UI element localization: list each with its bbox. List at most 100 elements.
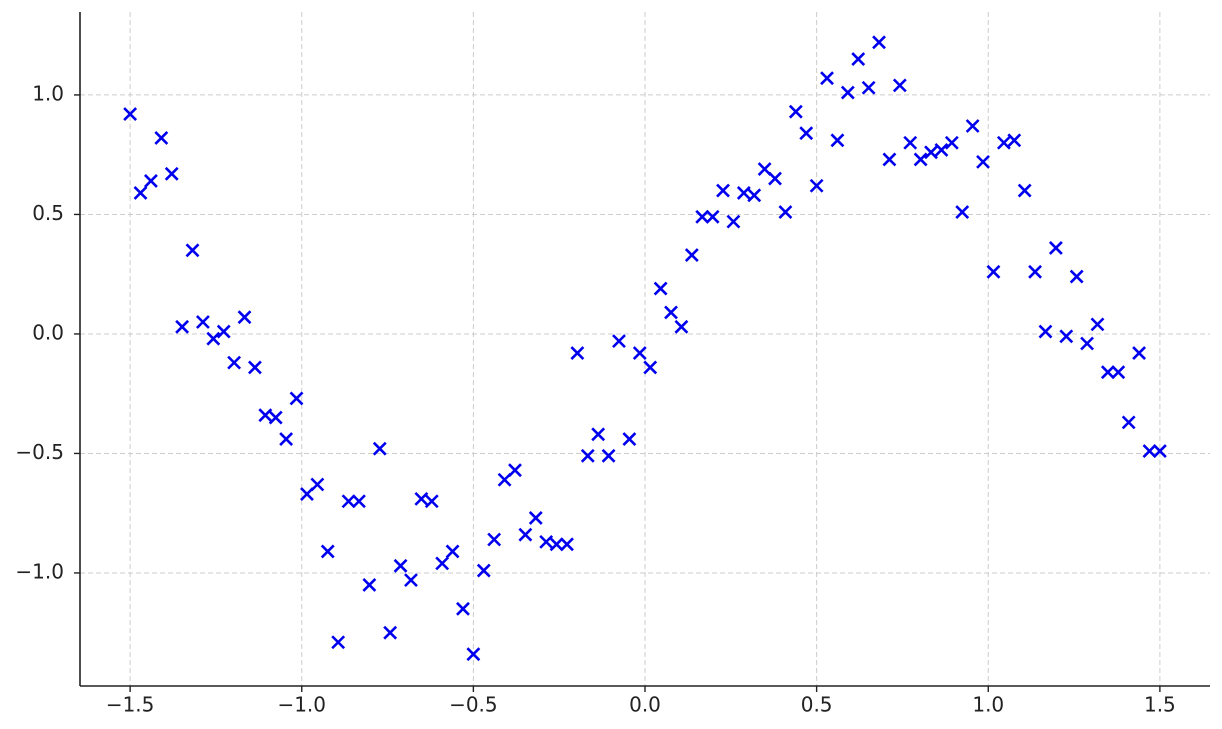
point xyxy=(716,183,730,198)
point xyxy=(1048,240,1063,255)
point xyxy=(903,135,918,150)
point xyxy=(279,432,294,447)
point xyxy=(1059,329,1074,344)
point xyxy=(1121,415,1136,430)
point xyxy=(1100,365,1115,380)
point xyxy=(331,635,346,650)
x-tick-label: 1.5 xyxy=(1144,693,1176,717)
point xyxy=(684,248,699,262)
point xyxy=(456,601,470,616)
point xyxy=(695,209,710,224)
point xyxy=(913,152,928,167)
point xyxy=(882,152,897,167)
y-tick-label: 1.0 xyxy=(32,81,64,105)
point xyxy=(185,243,200,258)
point xyxy=(404,573,418,588)
point xyxy=(206,331,221,346)
point xyxy=(1007,133,1022,148)
point xyxy=(1090,317,1105,332)
point xyxy=(851,52,866,67)
point xyxy=(528,511,543,525)
point xyxy=(154,131,169,145)
point xyxy=(643,360,658,375)
point xyxy=(632,346,647,360)
point xyxy=(705,209,720,224)
point xyxy=(580,448,595,463)
point xyxy=(601,448,616,463)
x-tick-label: 0.5 xyxy=(801,693,833,717)
point xyxy=(414,491,429,506)
point xyxy=(955,205,970,219)
point xyxy=(861,80,876,95)
point xyxy=(268,410,283,425)
point xyxy=(1111,365,1126,380)
point xyxy=(726,214,741,229)
point xyxy=(508,463,522,478)
x-tick-label: −0.5 xyxy=(449,693,498,717)
y-tick-label: 0.5 xyxy=(32,201,64,225)
y-tick-label: −0.5 xyxy=(15,440,64,464)
point xyxy=(518,527,533,542)
point xyxy=(820,71,834,86)
point xyxy=(227,355,242,370)
point xyxy=(539,534,554,549)
point xyxy=(175,319,190,334)
x-tick-label: −1.5 xyxy=(106,693,155,717)
point xyxy=(248,360,262,375)
point xyxy=(237,310,252,325)
point xyxy=(372,441,387,456)
y-tick-label: −1.0 xyxy=(15,559,64,583)
point xyxy=(830,133,845,148)
point xyxy=(1017,183,1032,198)
point xyxy=(362,577,377,592)
point xyxy=(435,556,450,571)
point xyxy=(872,35,886,50)
point xyxy=(196,315,210,329)
x-tick-label: 1.0 xyxy=(972,693,1004,717)
point xyxy=(1038,324,1053,339)
point xyxy=(164,166,179,181)
point xyxy=(591,427,606,442)
point xyxy=(976,154,990,169)
point xyxy=(778,205,793,219)
point xyxy=(674,319,689,334)
point xyxy=(133,186,148,200)
point xyxy=(840,85,855,100)
point xyxy=(664,305,678,320)
point xyxy=(612,334,626,349)
point xyxy=(289,391,304,406)
point xyxy=(320,544,335,559)
point xyxy=(424,494,439,509)
point xyxy=(570,346,585,360)
points xyxy=(123,35,1167,662)
point xyxy=(143,174,158,188)
point xyxy=(383,625,398,640)
point xyxy=(768,171,782,186)
point xyxy=(476,563,491,578)
point xyxy=(216,324,231,339)
point xyxy=(487,532,502,547)
point xyxy=(622,432,637,447)
point xyxy=(393,558,408,573)
point xyxy=(1069,269,1084,284)
point xyxy=(799,126,814,141)
y-tick-label: 0.0 xyxy=(32,320,64,344)
point xyxy=(653,281,668,296)
point xyxy=(445,544,460,559)
point xyxy=(466,647,481,662)
point xyxy=(934,142,949,157)
point xyxy=(788,104,803,119)
point xyxy=(1142,444,1157,458)
point xyxy=(1028,264,1042,279)
point xyxy=(747,188,762,203)
point xyxy=(892,78,907,93)
point xyxy=(944,135,959,150)
point xyxy=(258,408,273,423)
point xyxy=(986,264,1001,279)
point xyxy=(560,537,574,552)
x-tick-label: −1.0 xyxy=(277,693,326,717)
point xyxy=(965,119,980,133)
point xyxy=(1080,336,1094,351)
point xyxy=(1132,346,1146,360)
